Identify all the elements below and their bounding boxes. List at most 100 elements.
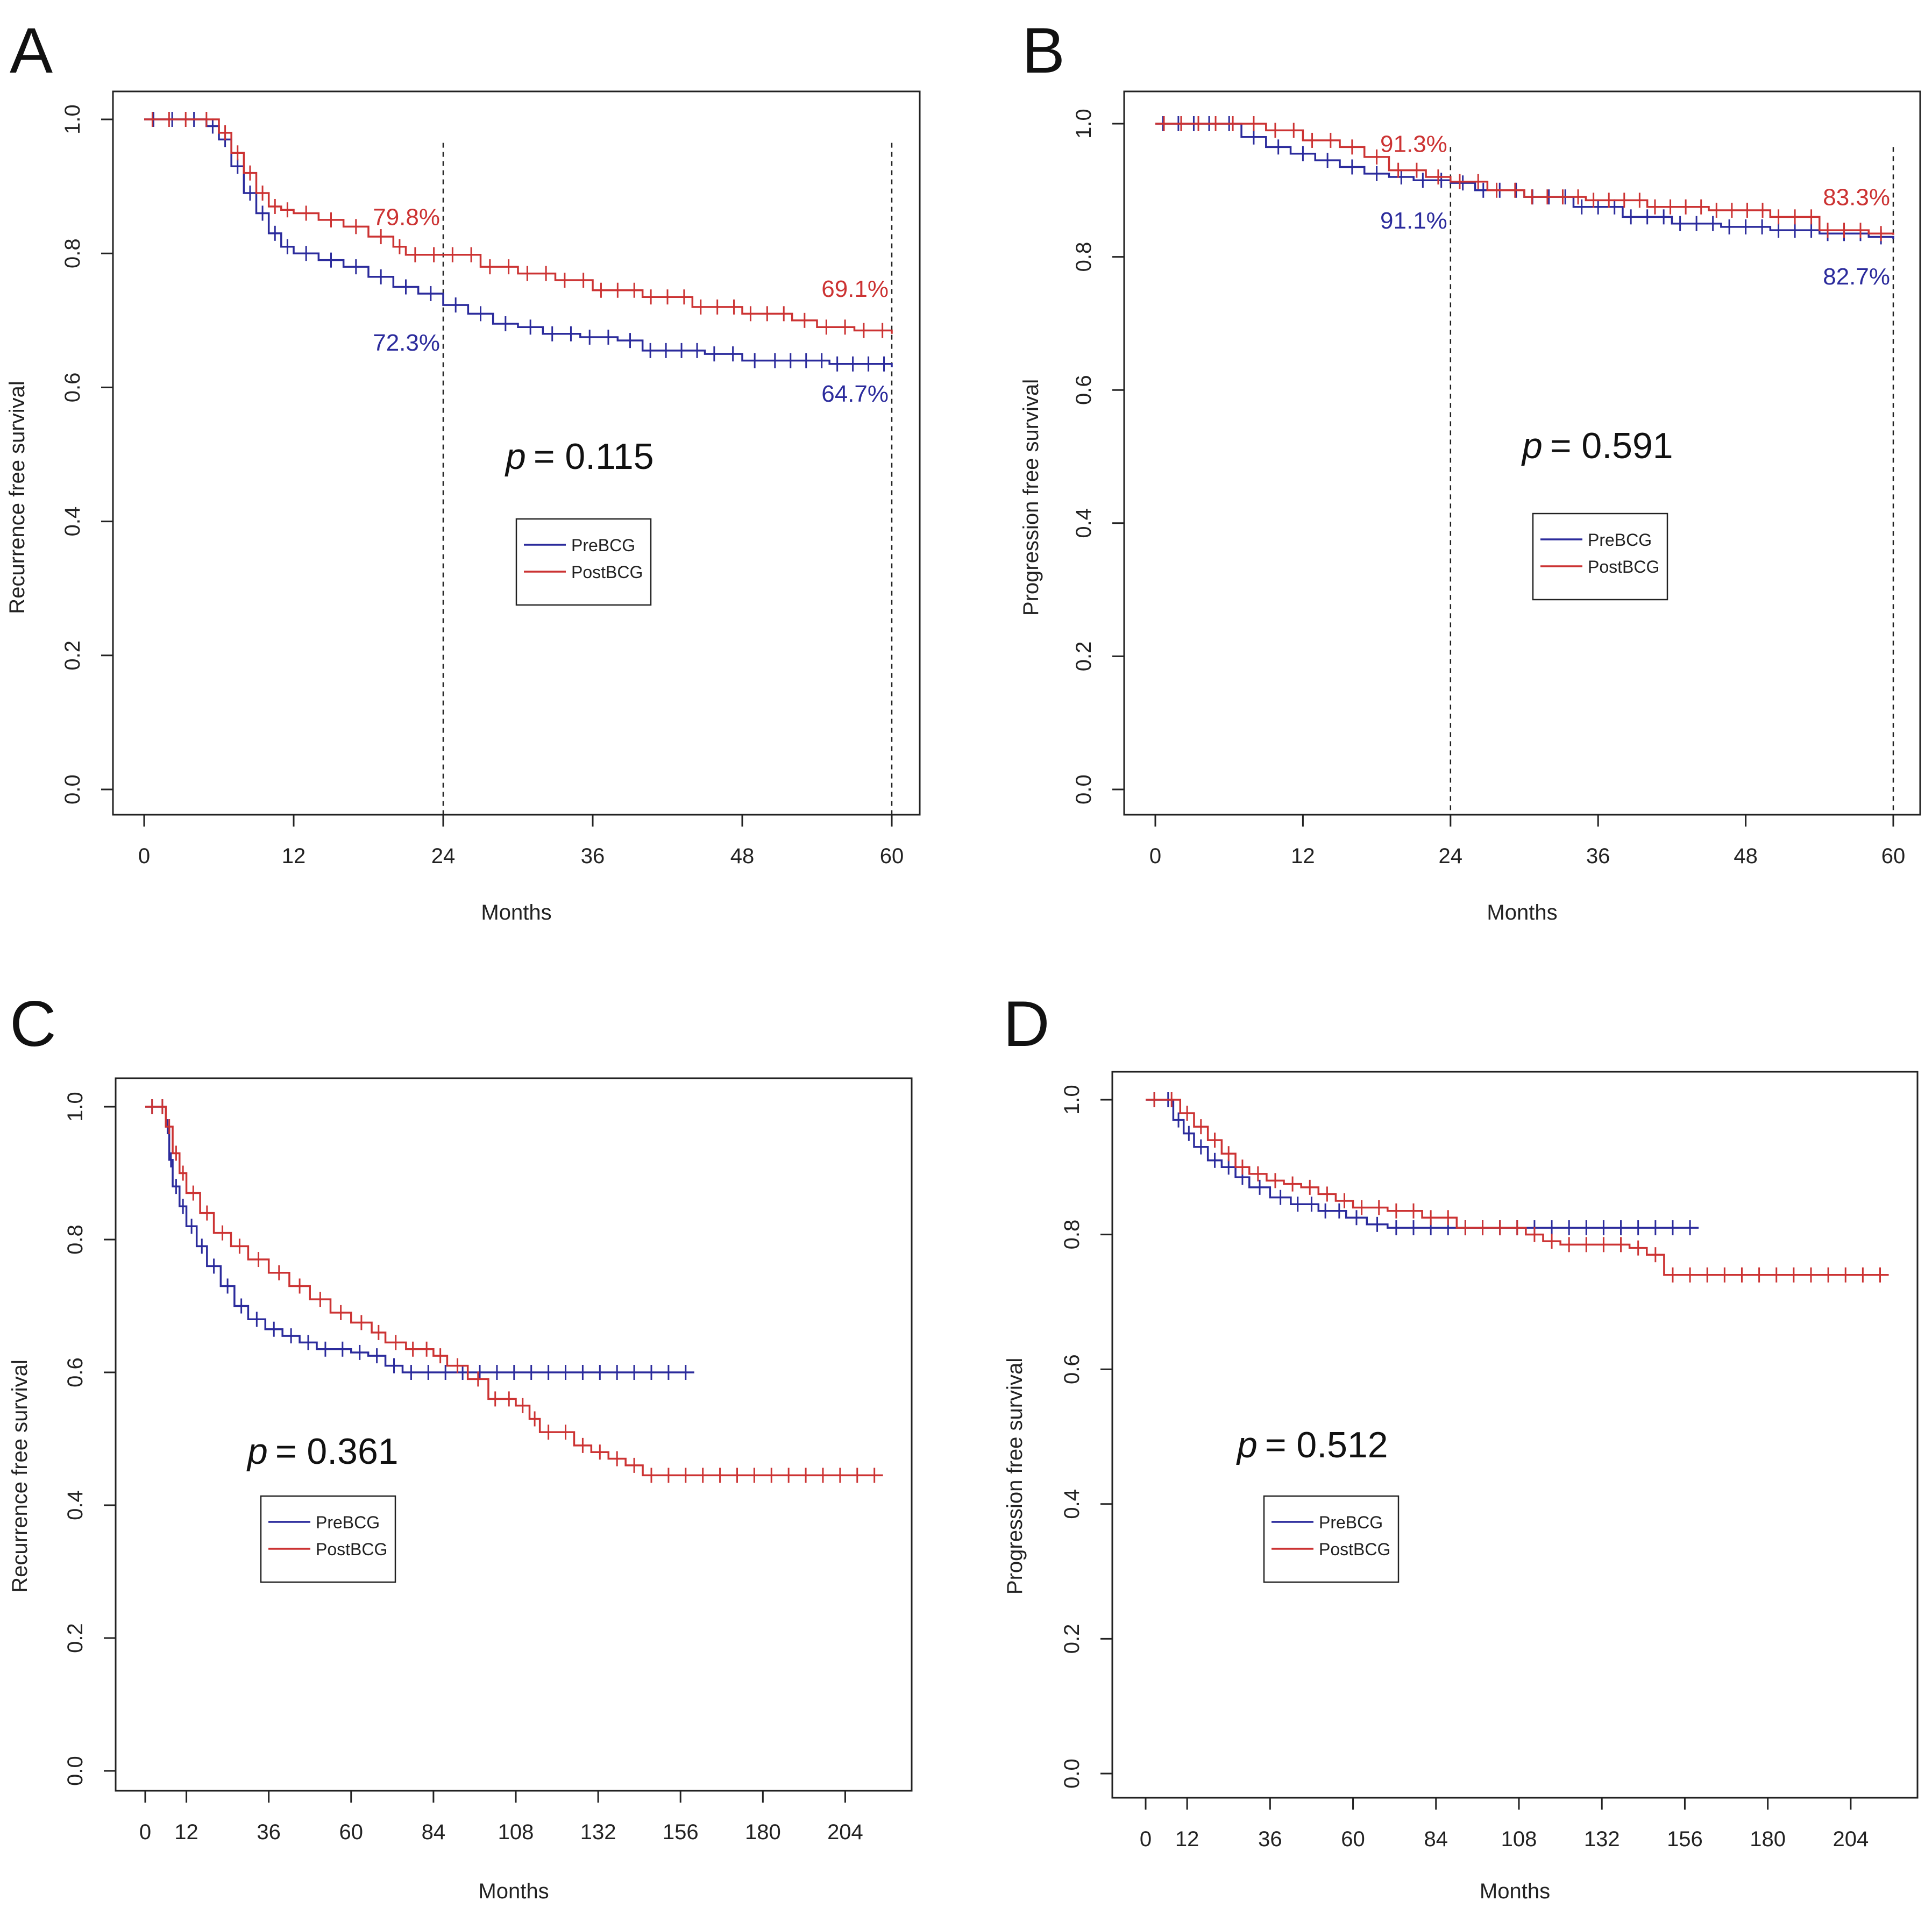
x-tick-label: 36	[257, 1820, 281, 1844]
y-tick-label: 0.8	[63, 1224, 87, 1255]
survival-annotation: 83.3%	[1823, 184, 1890, 211]
p-symbol: p	[1521, 425, 1543, 466]
x-axis-label: Months	[478, 1879, 549, 1903]
x-tick-label: 12	[174, 1820, 198, 1844]
x-tick-label: 36	[581, 844, 605, 868]
x-tick-label: 108	[1501, 1827, 1537, 1851]
y-axis-label: Progression free survival	[1019, 379, 1043, 616]
pre-censor-marks	[1162, 116, 1882, 245]
y-tick-label: 0.4	[63, 1490, 87, 1520]
legend-label: PostBCG	[1588, 557, 1659, 576]
post-censor-marks	[1153, 1092, 1881, 1283]
legend-label: PostBCG	[571, 563, 643, 582]
legend: PreBCG PostBCG	[515, 518, 652, 606]
survival-annotation: 64.7%	[821, 381, 889, 407]
y-tick-label: 0.4	[61, 507, 84, 537]
legend-label: PreBCG	[1319, 1513, 1383, 1532]
legend: PreBCG PostBCG	[1263, 1495, 1400, 1583]
y-tick-label: 0.6	[63, 1357, 87, 1387]
legend-box	[1263, 1495, 1400, 1583]
pre-bcg-curve	[145, 1106, 694, 1373]
x-tick-label: 180	[745, 1820, 781, 1844]
p-value: = 0.591	[1550, 425, 1673, 466]
y-tick-label: 1.0	[63, 1092, 87, 1122]
panel-letter: D	[1003, 988, 1050, 1060]
y-tick-label: 0.6	[61, 373, 84, 403]
p-value: = 0.115	[534, 436, 654, 477]
x-tick-label: 12	[1175, 1827, 1199, 1851]
x-tick-label: 60	[1881, 844, 1906, 868]
p-symbol: p	[1236, 1425, 1258, 1465]
y-tick-label: 1.0	[1072, 109, 1096, 139]
legend-label: PreBCG	[316, 1513, 380, 1532]
x-tick-label: 36	[1586, 844, 1610, 868]
pre-bcg-curve	[144, 118, 893, 368]
y-tick-label: 0.4	[1072, 508, 1096, 538]
p-value: = 0.512	[1265, 1425, 1388, 1465]
legend-box	[515, 518, 652, 606]
y-tick-label: 0.0	[1072, 774, 1096, 805]
x-tick-label: 156	[663, 1820, 699, 1844]
post-bcg-curve	[145, 1106, 883, 1477]
legend-label: PostBCG	[316, 1540, 387, 1559]
post-censor-marks	[151, 1099, 876, 1483]
plot-frame	[115, 1077, 913, 1792]
x-tick-label: 156	[1667, 1827, 1703, 1851]
x-tick-label: 0	[1149, 844, 1161, 868]
p-value-label: p = 0.512	[1236, 1425, 1388, 1465]
y-axis-label: Progression free survival	[1003, 1358, 1027, 1594]
y-tick-label: 0.6	[1060, 1354, 1084, 1384]
post-bcg-curve	[144, 118, 893, 334]
legend-label: PreBCG	[571, 536, 635, 555]
x-tick-label: 36	[1258, 1827, 1282, 1851]
y-tick-label: 0.0	[63, 1756, 87, 1786]
post-censor-marks	[1163, 116, 1882, 241]
y-tick-label: 0.8	[1072, 242, 1096, 272]
legend-label: PreBCG	[1588, 530, 1652, 550]
y-tick-label: 0.8	[61, 238, 84, 268]
p-symbol: p	[246, 1431, 268, 1472]
x-tick-label: 12	[1291, 844, 1315, 868]
x-tick-label: 48	[730, 844, 755, 868]
x-tick-label: 132	[580, 1820, 616, 1844]
x-tick-label: 0	[1140, 1827, 1152, 1851]
panel-c: C 0 12 36 60 84 108 132 156 180 204 0.0 0.2 0.4 0.6 0.8…	[8, 988, 913, 1903]
y-tick-label: 0.8	[1060, 1220, 1084, 1250]
x-tick-label: 0	[138, 844, 150, 868]
x-axis-label: Months	[1480, 1879, 1550, 1903]
p-value: = 0.361	[275, 1431, 399, 1472]
survival-annotation: 91.3%	[1380, 131, 1447, 158]
survival-annotation: 79.8%	[373, 204, 440, 231]
y-tick-label: 0.0	[61, 774, 84, 805]
survival-annotation: 69.1%	[821, 276, 889, 302]
panel-b: B 0 12 24 36 48 60 0.0 0.2 0.4 0.6 0.8 1.0 Months Prog…	[1019, 15, 1921, 924]
y-tick-label: 0.6	[1072, 375, 1096, 405]
x-tick-label: 84	[422, 1820, 446, 1844]
x-axis-label: Months	[1487, 901, 1557, 924]
y-axis-label: Recurrence free survival	[8, 1359, 32, 1593]
panel-letter: A	[10, 15, 53, 87]
y-tick-label: 0.2	[61, 640, 84, 671]
legend: PreBCG PostBCG	[260, 1495, 396, 1583]
pre-censor-marks	[152, 112, 885, 372]
p-value-label: p = 0.591	[1521, 425, 1673, 466]
legend-box	[260, 1495, 396, 1583]
y-tick-label: 0.4	[1060, 1489, 1084, 1519]
p-symbol: p	[505, 436, 526, 477]
p-value-label: p = 0.115	[505, 436, 654, 477]
panel-letter: C	[10, 988, 56, 1060]
plot-frame	[112, 90, 921, 816]
survival-annotation: 82.7%	[1823, 264, 1890, 290]
x-tick-label: 108	[498, 1820, 534, 1844]
x-tick-label: 84	[1424, 1827, 1448, 1851]
x-tick-label: 204	[827, 1820, 863, 1844]
x-tick-label: 132	[1584, 1827, 1620, 1851]
x-tick-label: 60	[1341, 1827, 1365, 1851]
legend: PreBCG PostBCG	[1532, 512, 1668, 601]
panel-d: D 0 12 36 60 84 108 132 156 180 204 0.0 0.2 0.4 0.6 0.8…	[1003, 988, 1919, 1903]
survival-annotation: 72.3%	[373, 330, 440, 356]
x-tick-label: 204	[1833, 1827, 1869, 1851]
legend-label: PostBCG	[1319, 1540, 1390, 1559]
x-axis-label: Months	[481, 901, 551, 924]
